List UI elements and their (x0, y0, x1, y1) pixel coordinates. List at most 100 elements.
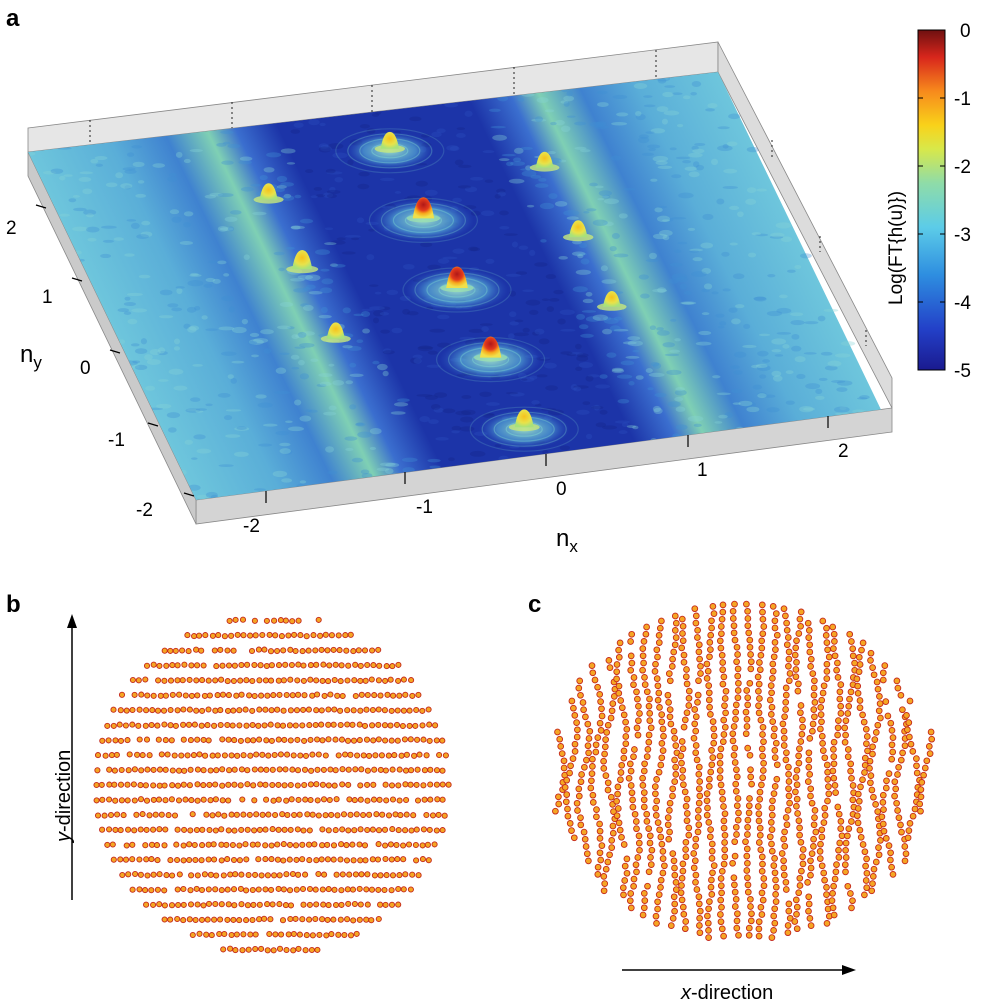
particle (144, 766, 151, 773)
particle (200, 782, 207, 789)
particle (211, 916, 218, 923)
particle (664, 821, 672, 829)
particle (718, 925, 726, 933)
particle (633, 688, 640, 696)
particle (225, 662, 233, 669)
particle (657, 761, 665, 769)
particle (743, 723, 751, 730)
peak-marker (563, 220, 594, 242)
particle (587, 784, 595, 792)
particle (320, 796, 328, 803)
particle (381, 826, 389, 833)
particle (716, 752, 724, 760)
particle (414, 766, 421, 773)
particle (917, 807, 924, 815)
particle (746, 643, 754, 651)
particle (849, 645, 857, 653)
particle (759, 731, 766, 738)
particle (259, 811, 266, 818)
particle (352, 871, 359, 878)
particle (129, 841, 136, 848)
particle (600, 887, 608, 895)
particle (382, 781, 389, 788)
particle (804, 619, 812, 627)
particle (868, 786, 876, 794)
particle (161, 721, 168, 728)
particle (402, 691, 409, 698)
particle (150, 661, 157, 668)
particle (129, 856, 136, 863)
particle (769, 603, 777, 610)
particle (857, 783, 864, 791)
particle (923, 757, 931, 765)
particle (909, 748, 917, 755)
particle (238, 661, 245, 669)
particle (221, 930, 228, 938)
particle (627, 904, 635, 912)
particle (371, 692, 378, 699)
particle (350, 917, 357, 924)
particle (180, 842, 187, 849)
particle (186, 706, 193, 713)
particle (634, 731, 642, 739)
particle (148, 887, 155, 894)
particle (705, 819, 713, 826)
particle (236, 707, 243, 714)
particle (402, 827, 409, 834)
particle (842, 846, 849, 854)
particle (721, 702, 728, 710)
particle (388, 856, 395, 863)
particle (231, 662, 238, 669)
particle (696, 792, 704, 800)
particle (609, 829, 617, 837)
particle (796, 745, 803, 753)
particle (425, 857, 432, 864)
particle (899, 749, 906, 757)
particle (694, 828, 702, 836)
particle (758, 889, 766, 897)
particle (641, 897, 649, 904)
particle (703, 797, 711, 805)
particle (652, 912, 660, 920)
particle (918, 779, 926, 786)
particle (680, 651, 688, 659)
particle (683, 817, 691, 825)
particle (755, 925, 763, 933)
particle (627, 652, 635, 660)
particle (618, 761, 626, 769)
particle (823, 891, 830, 898)
particle (112, 826, 119, 833)
particle (772, 876, 779, 884)
particle (173, 841, 180, 848)
particle (413, 781, 420, 788)
particle (356, 916, 363, 923)
particle (234, 752, 241, 759)
particle (656, 826, 663, 834)
particle (215, 811, 222, 818)
particle (214, 692, 221, 699)
particle (679, 867, 687, 875)
particle (708, 747, 715, 754)
particle (860, 718, 868, 726)
particle (631, 746, 638, 753)
particle (291, 631, 298, 638)
particle (161, 677, 168, 684)
particle (783, 619, 790, 627)
particle (297, 632, 304, 639)
particle (874, 685, 882, 693)
particle (382, 901, 389, 908)
particle (731, 888, 739, 896)
particle (615, 646, 622, 654)
particle (628, 659, 636, 667)
particle (678, 615, 686, 623)
particle (904, 726, 911, 734)
particle (155, 796, 163, 803)
particle (610, 808, 617, 815)
particle (759, 774, 767, 782)
particle (181, 767, 188, 774)
particle (669, 792, 676, 800)
particle (853, 675, 861, 683)
particle (721, 723, 729, 731)
particle (657, 876, 665, 884)
particle (614, 790, 621, 798)
